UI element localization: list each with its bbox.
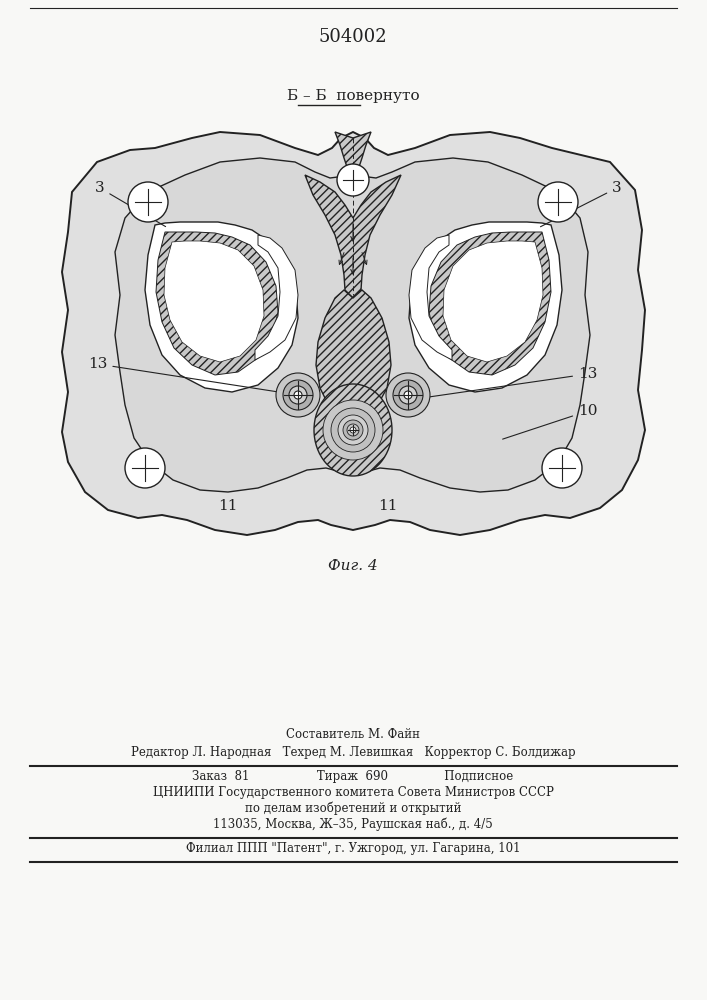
Circle shape: [294, 391, 302, 399]
Circle shape: [337, 164, 369, 196]
Circle shape: [386, 373, 430, 417]
Polygon shape: [145, 222, 298, 392]
Circle shape: [331, 408, 375, 452]
Text: Б – Б  повернуто: Б – Б повернуто: [286, 89, 419, 103]
Text: ЦНИИПИ Государственного комитета Совета Министров СССР: ЦНИИПИ Государственного комитета Совета …: [153, 786, 554, 799]
Text: 10: 10: [503, 404, 597, 439]
Text: Фиг. 4: Фиг. 4: [328, 559, 378, 573]
Text: 13: 13: [411, 367, 597, 400]
Polygon shape: [62, 132, 645, 535]
Polygon shape: [409, 222, 562, 392]
Text: Редактор Л. Народная   Техред М. Левишкая   Корректор С. Болдижар: Редактор Л. Народная Техред М. Левишкая …: [131, 746, 575, 759]
Text: Филиал ППП "Патент", г. Ужгород, ул. Гагарина, 101: Филиал ППП "Патент", г. Ужгород, ул. Гаг…: [186, 842, 520, 855]
Circle shape: [125, 448, 165, 488]
Polygon shape: [156, 232, 278, 375]
Circle shape: [404, 391, 412, 399]
Text: по делам изобретений и открытий: по делам изобретений и открытий: [245, 802, 461, 815]
Polygon shape: [443, 241, 543, 362]
Text: Заказ  81                  Тираж  690               Подписное: Заказ 81 Тираж 690 Подписное: [192, 770, 513, 783]
Circle shape: [538, 182, 578, 222]
Text: 11: 11: [378, 499, 398, 513]
Circle shape: [542, 448, 582, 488]
Circle shape: [393, 380, 423, 410]
Text: Составитель М. Файн: Составитель М. Файн: [286, 728, 420, 741]
Circle shape: [343, 420, 363, 440]
Circle shape: [276, 373, 320, 417]
Polygon shape: [429, 232, 551, 375]
Text: 113035, Москва, Ж–35, Раушская наб., д. 4/5: 113035, Москва, Ж–35, Раушская наб., д. …: [213, 818, 493, 831]
Circle shape: [283, 380, 313, 410]
Circle shape: [399, 386, 417, 404]
Polygon shape: [255, 235, 298, 360]
Polygon shape: [164, 241, 264, 362]
Polygon shape: [409, 235, 452, 360]
Circle shape: [289, 386, 307, 404]
Polygon shape: [335, 132, 371, 178]
Ellipse shape: [314, 384, 392, 476]
Text: 3: 3: [540, 181, 621, 227]
Text: 11: 11: [218, 499, 238, 513]
Circle shape: [128, 182, 168, 222]
Polygon shape: [316, 290, 391, 430]
Text: 3: 3: [95, 181, 165, 227]
Polygon shape: [115, 158, 590, 492]
Text: 504002: 504002: [319, 28, 387, 46]
Circle shape: [347, 424, 359, 436]
Circle shape: [323, 400, 383, 460]
Text: 13: 13: [88, 357, 296, 395]
Circle shape: [338, 415, 368, 445]
Polygon shape: [305, 175, 401, 298]
Circle shape: [350, 427, 356, 433]
